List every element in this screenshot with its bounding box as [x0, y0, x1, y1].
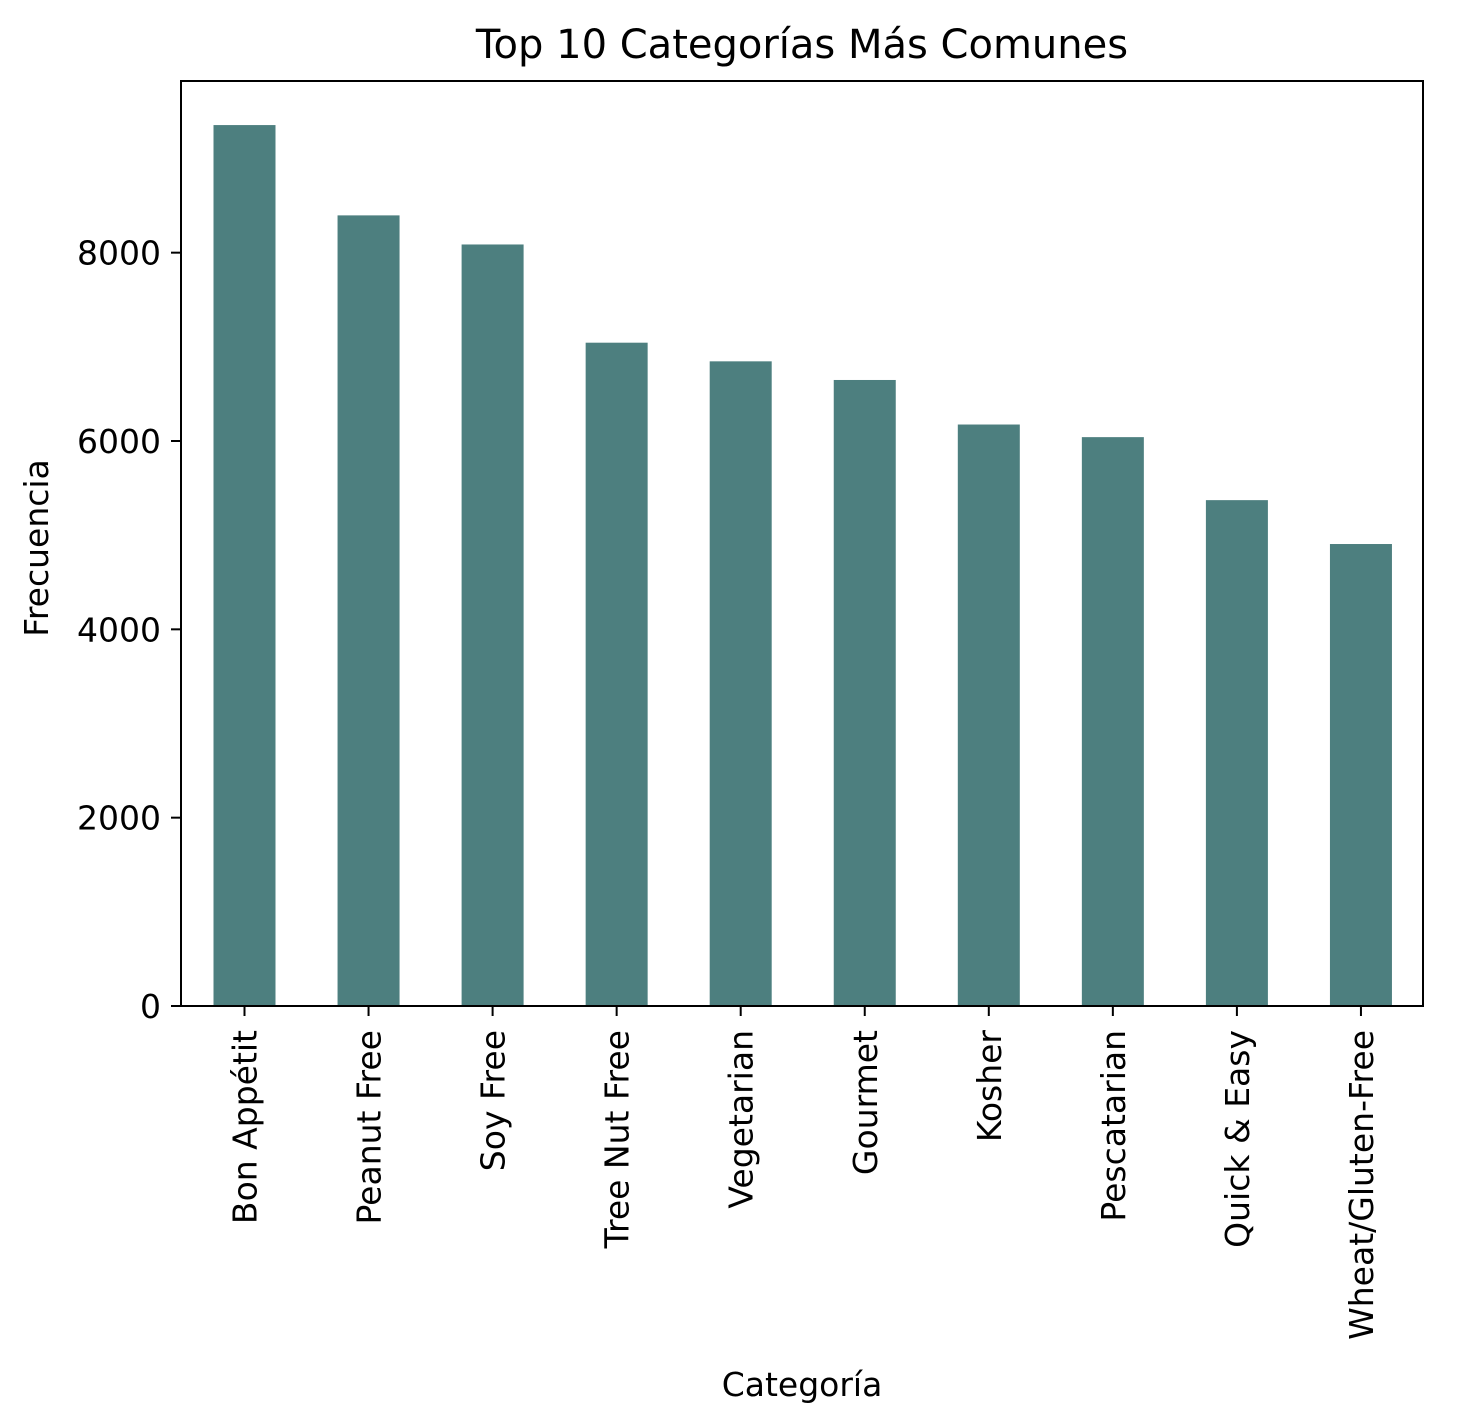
y-tick-label: 6000 [77, 422, 161, 461]
bar-2 [337, 215, 400, 1006]
x-tick-label: Soy Free [474, 1030, 513, 1171]
y-tick-label: 8000 [77, 234, 161, 273]
x-tick-label: Peanut Free [350, 1030, 389, 1225]
x-axis-ticks: Bon Appétit Peanut Free Soy Free Tree Nut F… [226, 1006, 1381, 1340]
plot-frame [180, 80, 1424, 1007]
x-tick-label: Pescatarian [1094, 1030, 1133, 1222]
x-tick-label: Kosher [970, 1030, 1009, 1143]
x-tick-label: Bon Appétit [226, 1030, 265, 1224]
y-tick-label: 0 [140, 987, 161, 1026]
y-axis-label: Frecuencia [17, 459, 56, 637]
bar-5 [709, 361, 772, 1006]
y-tick-label: 2000 [77, 799, 161, 838]
bar-7 [957, 424, 1020, 1007]
bar-1 [213, 125, 276, 1006]
x-tick-label: Tree Nut Free [598, 1030, 637, 1249]
y-axis-ticks: 0 2000 4000 6000 8000 [77, 234, 181, 1026]
x-axis-label: Categoría [722, 1365, 883, 1404]
bar-4 [585, 342, 648, 1006]
bar-9 [1205, 500, 1268, 1006]
y-tick-label: 4000 [77, 610, 161, 649]
x-tick-label: Wheat/Gluten-Free [1342, 1030, 1381, 1340]
bar-8 [1081, 437, 1144, 1006]
x-tick-label: Quick & Easy [1218, 1030, 1257, 1248]
bar-6 [833, 379, 896, 1006]
chart-title: Top 10 Categorías Más Comunes [475, 22, 1128, 68]
bar-10 [1329, 544, 1392, 1006]
bar-3 [461, 244, 524, 1006]
x-tick-label: Gourmet [846, 1030, 885, 1175]
bars-group [213, 125, 1392, 1007]
x-tick-label: Vegetarian [722, 1030, 761, 1209]
